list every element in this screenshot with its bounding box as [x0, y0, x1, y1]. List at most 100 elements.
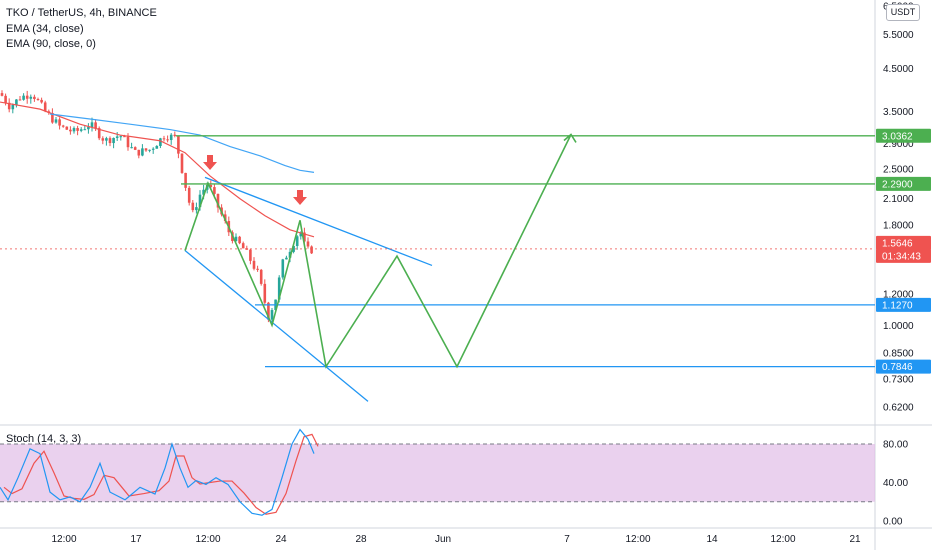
candle-body	[0, 93, 4, 96]
projection-path	[184, 134, 572, 369]
candle-body	[90, 122, 94, 128]
candle-body	[141, 148, 144, 156]
candle-body	[112, 137, 115, 144]
price-tick-label: 1.2000	[883, 290, 914, 301]
price-tag-label: 3.0362	[882, 131, 913, 142]
time-tick-label: 12:00	[625, 534, 650, 545]
candle-body	[133, 147, 137, 150]
candle-body	[306, 241, 310, 247]
candle-body	[238, 236, 241, 244]
ema90-legend: EMA (90, close, 0)	[6, 38, 96, 50]
candle-body	[51, 112, 54, 123]
stoch-legend: Stoch (14, 3, 3)	[6, 433, 82, 445]
candle-body	[184, 172, 187, 188]
candle-body	[65, 126, 69, 130]
price-tag	[876, 235, 931, 250]
candle-body	[216, 193, 220, 208]
time-tick-label: 21	[849, 534, 861, 545]
candle-body	[195, 207, 198, 211]
candle-body	[191, 202, 195, 211]
candle-body	[202, 189, 205, 195]
candle-body	[169, 134, 173, 141]
candle-body	[285, 257, 288, 260]
candle-body	[76, 128, 79, 131]
price-tag	[876, 176, 931, 191]
price-tick-label: 4.5000	[883, 64, 914, 75]
candle-body	[144, 148, 148, 151]
candle-body	[198, 194, 202, 208]
price-tag-label: 01:34:43	[882, 251, 921, 262]
candle-body	[4, 95, 7, 103]
candle-body	[7, 102, 11, 110]
price-tag	[876, 248, 931, 263]
candle-body	[36, 99, 40, 101]
price-tag-label: 2.2900	[882, 179, 913, 190]
candle-body	[270, 310, 274, 320]
sell-arrow-icon	[293, 190, 307, 205]
candle-body	[151, 148, 155, 150]
candle-body	[15, 99, 18, 105]
price-tick-label: 5.5000	[883, 30, 914, 41]
candle-body	[119, 136, 123, 138]
candle-body	[162, 138, 166, 140]
candle-body	[303, 232, 306, 242]
time-tick-label: 12:00	[770, 534, 795, 545]
candle-body	[259, 269, 263, 284]
candle-body	[209, 185, 213, 188]
time-tick-label: Jun	[435, 534, 451, 545]
time-tick-label: 14	[706, 534, 718, 545]
price-tick-label: 1.8000	[883, 221, 914, 232]
candle-body	[281, 259, 285, 278]
candle-body	[223, 214, 227, 221]
candle-body	[87, 127, 90, 130]
candle-body	[115, 136, 119, 138]
price-tag-label: 1.1270	[882, 300, 913, 311]
candle-body	[43, 102, 47, 112]
candle-body	[249, 249, 252, 261]
price-tick-label: 0.8500	[883, 349, 914, 360]
stoch-tick-label: 0.00	[883, 517, 903, 528]
price-tick-label: 1.0000	[883, 321, 914, 332]
candle-body	[234, 236, 238, 242]
candle-body	[40, 99, 43, 103]
candle-body	[101, 138, 105, 141]
sell-arrow-icon	[203, 155, 217, 170]
stoch-k-line	[0, 428, 315, 516]
price-tag	[876, 297, 931, 312]
time-tick-label: 17	[130, 534, 142, 545]
channel-lower-line	[184, 250, 369, 402]
candle-body	[25, 95, 29, 99]
ema34-line	[0, 101, 315, 238]
price-tick-label: 2.1000	[883, 194, 914, 205]
price-tick-label: 2.9000	[883, 139, 914, 150]
candle-body	[148, 149, 151, 151]
price-tag-label: 0.7846	[882, 362, 913, 373]
projection-arrow-head	[563, 133, 577, 143]
candle-body	[180, 153, 184, 173]
candle-body	[295, 236, 299, 246]
ema90-line	[49, 113, 315, 173]
candle-body	[299, 232, 303, 237]
stoch-tick-label: 40.00	[883, 478, 908, 489]
candle-body	[137, 149, 141, 156]
candle-body	[123, 136, 126, 138]
time-tick-label: 12:00	[195, 534, 220, 545]
candle-body	[310, 246, 313, 254]
candle-body	[22, 95, 25, 100]
channel-upper-line	[204, 176, 433, 267]
candle-body	[108, 138, 112, 144]
candle-body	[69, 129, 72, 132]
time-tick-label: 28	[355, 534, 367, 545]
candle-body	[126, 136, 130, 148]
candle-body	[33, 96, 36, 100]
price-tick-label: 0.6200	[883, 402, 914, 413]
price-tag-label: 1.5646	[882, 238, 913, 249]
currency-button[interactable]: USDT	[886, 4, 920, 21]
price-tag	[876, 359, 931, 374]
candle-body	[11, 104, 15, 110]
candle-body	[177, 135, 180, 154]
candle-body	[252, 260, 256, 269]
candle-body	[58, 119, 61, 126]
